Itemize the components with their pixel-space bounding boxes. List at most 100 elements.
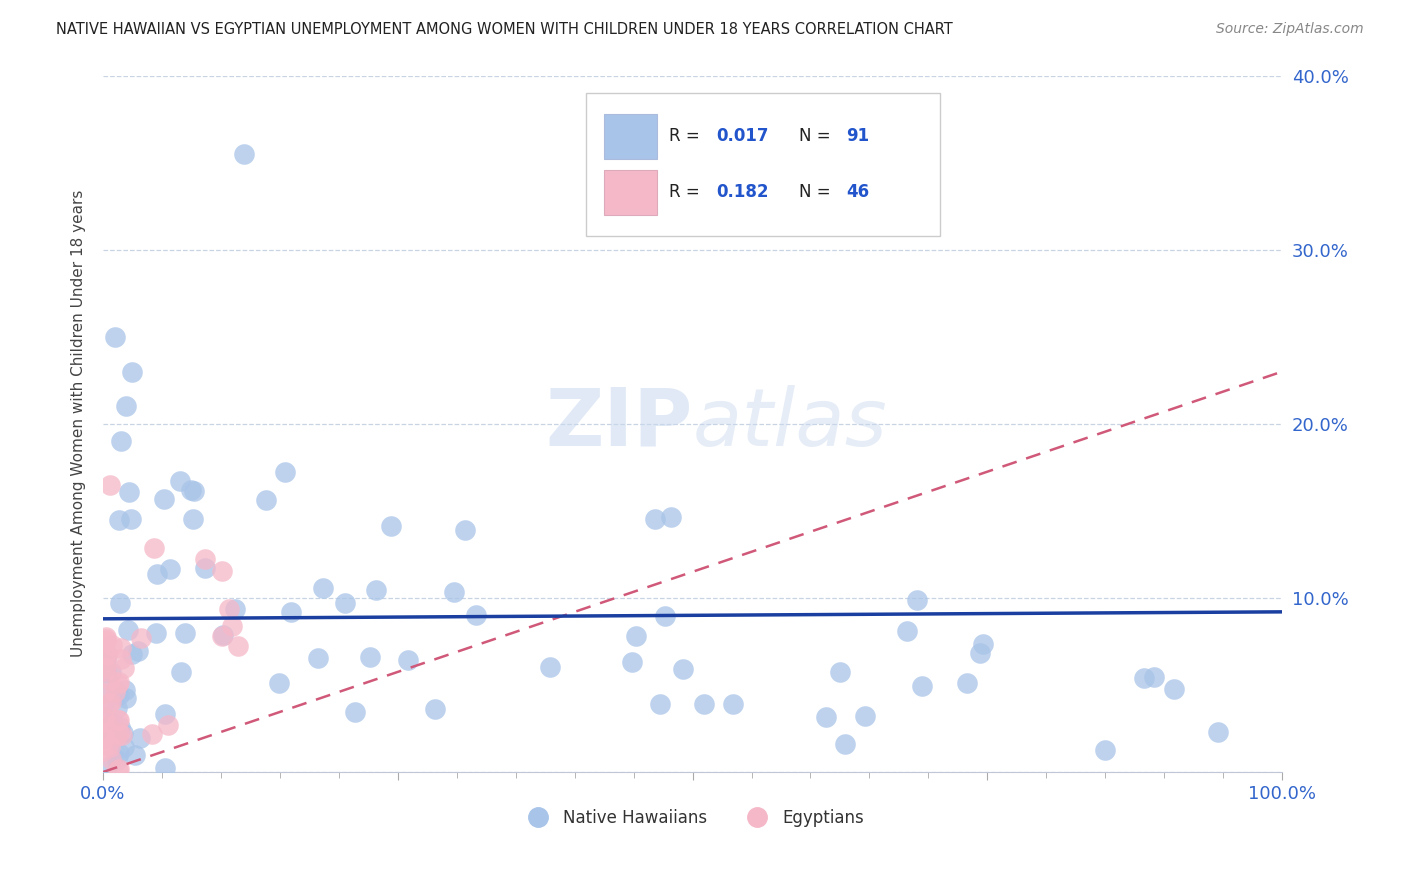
Point xyxy=(153,761,176,775)
Point xyxy=(280,605,302,619)
Point xyxy=(93,686,115,700)
Point xyxy=(94,653,117,667)
Point xyxy=(153,706,176,721)
Point xyxy=(659,509,682,524)
Point xyxy=(94,646,117,660)
Point xyxy=(96,760,118,774)
Point xyxy=(108,762,131,776)
Point xyxy=(91,744,114,758)
Point xyxy=(152,491,174,506)
Point xyxy=(100,752,122,766)
Point xyxy=(343,705,366,719)
Point xyxy=(834,737,856,751)
Text: N =: N = xyxy=(799,183,835,201)
Point xyxy=(93,677,115,691)
Point xyxy=(111,728,134,742)
Point xyxy=(226,640,249,654)
Point xyxy=(380,519,402,533)
Point xyxy=(218,602,240,616)
Point xyxy=(100,665,122,680)
Text: atlas: atlas xyxy=(693,384,887,463)
Point xyxy=(115,400,138,414)
Point xyxy=(624,629,647,643)
Point xyxy=(107,713,129,727)
Point xyxy=(117,623,139,637)
Point xyxy=(169,474,191,488)
Point xyxy=(307,650,329,665)
Point xyxy=(538,660,561,674)
Point xyxy=(98,740,121,755)
Point xyxy=(108,720,131,734)
Point xyxy=(146,566,169,581)
Point xyxy=(212,628,235,642)
Point xyxy=(814,710,837,724)
Point xyxy=(911,679,934,693)
Point xyxy=(955,675,977,690)
Point xyxy=(648,697,671,711)
Legend: Native Hawaiians, Egyptians: Native Hawaiians, Egyptians xyxy=(515,802,870,833)
Text: N =: N = xyxy=(799,128,835,145)
Point xyxy=(112,661,135,675)
Point xyxy=(105,753,128,767)
Point xyxy=(465,607,488,622)
Point xyxy=(94,661,117,675)
Point xyxy=(108,675,131,690)
Point xyxy=(972,637,994,651)
Point xyxy=(107,763,129,777)
Point xyxy=(98,729,121,743)
Text: R =: R = xyxy=(669,183,704,201)
Point xyxy=(110,652,132,666)
Text: 46: 46 xyxy=(846,183,869,201)
Point xyxy=(747,147,769,161)
Point xyxy=(672,662,695,676)
Point xyxy=(94,647,117,661)
Point xyxy=(359,649,381,664)
Point xyxy=(107,677,129,691)
Point xyxy=(93,726,115,740)
Point xyxy=(121,647,143,661)
Point xyxy=(108,747,131,761)
Point xyxy=(180,483,202,497)
Point xyxy=(128,731,150,745)
Point xyxy=(181,512,204,526)
Point xyxy=(142,541,165,555)
Point xyxy=(333,596,356,610)
Point xyxy=(98,673,121,688)
Point xyxy=(108,688,131,702)
Point xyxy=(644,511,666,525)
Point xyxy=(211,564,233,578)
Point xyxy=(91,698,114,712)
Text: 0.182: 0.182 xyxy=(716,183,769,201)
Point xyxy=(94,634,117,648)
Point xyxy=(96,648,118,662)
Point xyxy=(120,512,142,526)
Point xyxy=(96,714,118,728)
Point xyxy=(1163,682,1185,697)
Point xyxy=(112,739,135,754)
Point xyxy=(443,585,465,599)
FancyBboxPatch shape xyxy=(586,93,941,235)
Point xyxy=(105,685,128,699)
Point xyxy=(620,655,643,669)
Point xyxy=(100,715,122,730)
Point xyxy=(108,596,131,610)
Text: ZIP: ZIP xyxy=(546,384,693,463)
Point xyxy=(141,727,163,741)
Point xyxy=(693,697,716,711)
FancyBboxPatch shape xyxy=(605,114,657,159)
Point xyxy=(101,638,124,652)
Point xyxy=(94,632,117,647)
Point xyxy=(969,646,991,660)
Point xyxy=(108,714,131,728)
Point xyxy=(121,365,143,379)
Point xyxy=(183,484,205,499)
Point xyxy=(830,665,852,679)
Point xyxy=(94,654,117,668)
Point xyxy=(112,726,135,740)
Point xyxy=(159,562,181,576)
Point xyxy=(721,697,744,711)
Point xyxy=(224,601,246,615)
Point xyxy=(124,748,146,763)
Point xyxy=(127,644,149,658)
Point xyxy=(105,700,128,714)
